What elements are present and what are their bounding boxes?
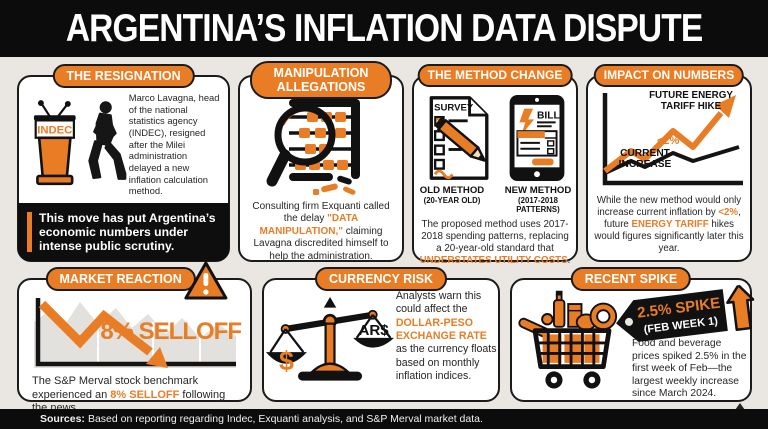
panel-currency-header: CURRENCY RISK bbox=[315, 267, 447, 291]
body-text-part: The proposed method uses 2017-2018 spend… bbox=[421, 219, 569, 255]
balance-scale-icon: $ AR$ bbox=[266, 296, 395, 381]
abacus-magnifier-icon bbox=[266, 99, 360, 195]
market-chart: 8% SELLOFF bbox=[28, 292, 242, 370]
corner-arrow-icon bbox=[735, 403, 745, 410]
bill-label: BILL bbox=[537, 110, 560, 121]
survey-document-icon: SURVEY bbox=[429, 96, 489, 180]
future-hike-label: FUTURE ENERGY TARIFF HIKE bbox=[649, 90, 733, 112]
method-icons: SURVEY bbox=[414, 94, 576, 182]
panel-method-change: THE METHOD CHANGE SURVEY bbox=[412, 64, 578, 266]
indec-label: INDEC bbox=[37, 124, 72, 136]
new-method-title: NEW METHOD bbox=[504, 185, 572, 196]
body-highlight: "DATA MANIPULATION," bbox=[259, 213, 359, 237]
panel-resignation: THE RESIGNATION INDEC bbox=[17, 64, 230, 262]
body-highlight: DOLLAR-PESO EXCHANGE RATE bbox=[395, 316, 487, 343]
body-text-part: . bbox=[567, 255, 571, 267]
panel-currency: CURRENCY RISK $ AR$ Anal bbox=[262, 267, 500, 402]
panel-resignation-header: THE RESIGNATION bbox=[52, 64, 195, 88]
panel-market: MARKET REACTION 8% SELLOFF The S&P Merva… bbox=[17, 261, 252, 414]
selloff-big-label: 8% SELLOFF bbox=[100, 318, 242, 345]
currency-body: Analysts warn this could affect the DOLL… bbox=[396, 290, 498, 400]
walking-man-icon bbox=[87, 101, 126, 180]
sources-footer: Sources: Based on reporting regarding In… bbox=[0, 409, 768, 429]
old-method-sub: (20-YEAR OLD) bbox=[423, 196, 481, 205]
resignation-callout: This move has put Argentina’s economic n… bbox=[18, 203, 229, 261]
panel-manipulation: MANIPULATION ALLEGATIONS Consul bbox=[238, 61, 404, 263]
panel-market-header: MARKET REACTION bbox=[45, 261, 228, 300]
body-text-part: While the new method would only increase… bbox=[596, 195, 742, 219]
body-highlight: ENERGY TARIFF bbox=[631, 219, 709, 231]
method-body: The proposed method uses 2017-2018 spend… bbox=[414, 219, 576, 268]
sources-label: Sources: bbox=[40, 413, 85, 425]
panel-impact: IMPACT ON NUMBERS FUTURE ENERGY TARIFF H… bbox=[586, 64, 752, 262]
body-text-part: , future bbox=[604, 207, 741, 231]
panel-spike: RECENT SPIKE bbox=[510, 267, 755, 402]
panel-method-header: THE METHOD CHANGE bbox=[417, 64, 573, 88]
panel-manipulation-header: MANIPULATION ALLEGATIONS bbox=[250, 61, 392, 99]
body-text-part: claiming Lavagna discredited himself to … bbox=[253, 225, 389, 262]
podium-icon: INDEC bbox=[33, 100, 76, 186]
impact-chart: FUTURE ENERGY TARIFF HIKE <2% CURRENT IN… bbox=[597, 89, 747, 191]
manipulation-body: Consulting firm Exquanti called the dela… bbox=[240, 201, 402, 263]
currency-content: $ AR$ Analysts warn this could affect th… bbox=[264, 290, 498, 400]
peso-pan-label: AR$ bbox=[358, 322, 389, 339]
sources-text: Based on reporting regarding Indec, Exqu… bbox=[87, 413, 483, 425]
dollar-pan-label: $ bbox=[279, 346, 294, 376]
callout-accent-bar bbox=[27, 212, 32, 252]
new-method-sub: (2017-2018 PATTERNS) bbox=[516, 196, 560, 214]
body-highlight: UNDERSTATES UTILITY COSTS bbox=[419, 255, 568, 267]
up-arrow-icon bbox=[726, 284, 755, 332]
old-method-title: OLD METHOD bbox=[419, 185, 485, 196]
body-highlight: <2% bbox=[718, 207, 739, 219]
body-text-part: hikes would figures significantly later … bbox=[594, 219, 744, 255]
selloff-chart-icon bbox=[34, 298, 236, 368]
panel-spike-header: RECENT SPIKE bbox=[570, 267, 692, 291]
price-tag: 2.5% SPIKE (FEB WEEK 1) bbox=[611, 284, 758, 354]
shopping-cart-icon bbox=[518, 290, 618, 389]
resignation-content: INDEC Marco Lavagna, head of the nationa… bbox=[19, 90, 228, 197]
impact-line-chart-icon bbox=[602, 93, 743, 186]
pct-label: <2% bbox=[657, 135, 680, 147]
title-banner: ARGENTINA’S INFLATION DATA DISPUTE bbox=[0, 0, 768, 57]
body-text-part: The S&P Merval stock benchmark experienc… bbox=[32, 375, 199, 401]
resignation-callout-text: This move has put Argentina’s economic n… bbox=[39, 210, 216, 254]
body-text-part: as the currency floats based on monthly … bbox=[395, 343, 497, 383]
panel-impact-header: IMPACT ON NUMBERS bbox=[593, 64, 745, 88]
spike-body: Food and beverage prices spiked 2.5% in … bbox=[632, 338, 747, 400]
price-tag-icon: 2.5% SPIKE (FEB WEEK 1) bbox=[616, 284, 755, 342]
body-text-part: Consulting firm Exquanti called the dela… bbox=[252, 201, 390, 225]
method-labels: OLD METHOD (20-YEAR OLD) NEW METHOD (201… bbox=[414, 185, 576, 214]
body-text-part: Analysts warn this could affect the bbox=[395, 290, 482, 316]
market-header-text: MARKET REACTION bbox=[59, 272, 182, 286]
current-increase-label: CURRENT INCREASE bbox=[618, 148, 672, 171]
resignation-body: Marco Lavagna, head of the national stat… bbox=[128, 92, 220, 197]
cart-wrap bbox=[516, 290, 628, 399]
survey-label: SURVEY bbox=[434, 102, 474, 113]
body-highlight: 8% SELLOFF bbox=[110, 388, 180, 401]
warning-icon bbox=[184, 261, 228, 300]
impact-body: While the new method would only increase… bbox=[588, 195, 750, 255]
page-title: ARGENTINA’S INFLATION DATA DISPUTE bbox=[65, 6, 703, 50]
bill-tablet-icon: BILL bbox=[509, 94, 565, 182]
